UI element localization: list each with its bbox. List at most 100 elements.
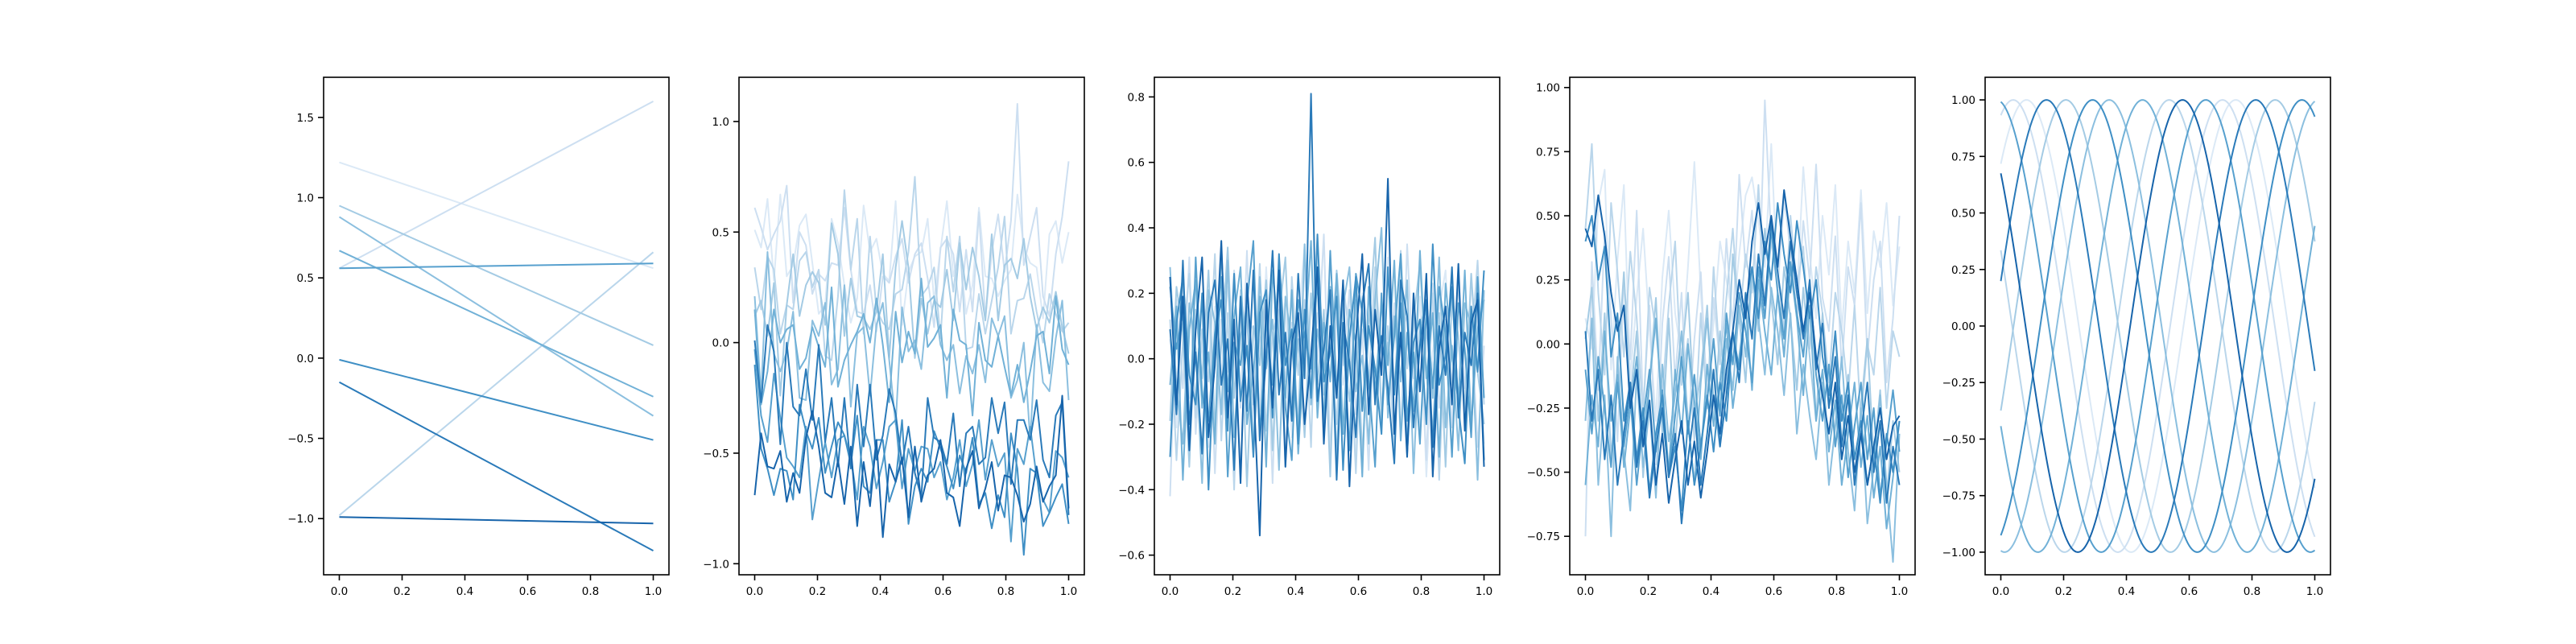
y-tick-label: −1.00	[1942, 547, 1975, 559]
x-tick-label: 0.8	[1828, 585, 1845, 598]
x-tick: 1.0	[2306, 575, 2323, 598]
y-tick: 0.00	[1536, 338, 1570, 351]
x-tick-label: 0.2	[809, 585, 826, 598]
series-line-3	[753, 175, 1070, 361]
y-tick: 0.5	[712, 226, 739, 239]
y-tick-label: −1.0	[287, 513, 314, 526]
series-line-7	[339, 262, 654, 270]
y-tick-label: 0.4	[1128, 222, 1145, 235]
y-tick-label: −1.0	[703, 558, 729, 571]
series-group	[1169, 93, 1485, 537]
y-tick-label: 0.75	[1536, 146, 1560, 159]
x-tick-label: 1.0	[1891, 585, 1908, 598]
y-tick: 0.0	[712, 337, 739, 350]
series-line-4	[2000, 99, 2316, 553]
y-tick: 1.00	[1536, 82, 1570, 95]
x-tick: 0.2	[394, 575, 411, 598]
series-line-6	[2000, 99, 2316, 553]
x-tick-label: 1.0	[1060, 585, 1077, 598]
y-tick-label: 0.2	[1128, 287, 1145, 300]
y-tick-label: 0.6	[1128, 157, 1145, 170]
x-tick: 0.8	[1413, 575, 1430, 598]
y-tick-label: 0.5	[297, 272, 314, 285]
series-group	[753, 102, 1070, 556]
y-tick-label: 0.25	[1951, 264, 1975, 277]
x-tick: 1.0	[1060, 575, 1077, 598]
x-tick-label: 0.8	[997, 585, 1014, 598]
series-line-9	[1584, 220, 1901, 525]
y-tick-label: 1.0	[712, 116, 729, 129]
y-tick: 0.0	[1128, 353, 1154, 366]
y-tick-label: 0.8	[1128, 91, 1145, 104]
series-line-2	[339, 101, 654, 270]
x-tick: 0.0	[1577, 575, 1594, 598]
series-line-8	[339, 358, 654, 441]
x-tick-label: 0.4	[1703, 585, 1719, 598]
axes-frame	[1154, 76, 1501, 576]
y-tick-label: 0.0	[712, 337, 729, 350]
axes-panel-1: 0.0 0.2 0.4 0.6 0.8 1.0 −1.0 −0.5 0.0 0.5 1.0 1.5	[287, 76, 670, 598]
series-line-3	[2000, 99, 2316, 553]
y-tick-label: −0.50	[1527, 467, 1560, 480]
y-tick-label: −0.25	[1942, 377, 1975, 390]
x-tick-label: 0.8	[582, 585, 599, 598]
x-tick-label: 0.0	[1162, 585, 1179, 598]
x-tick: 0.0	[1162, 575, 1179, 598]
y-tick: −1.0	[703, 558, 739, 571]
y-tick: 1.0	[297, 192, 324, 205]
x-tick-label: 0.0	[331, 585, 348, 598]
y-tick: 0.75	[1951, 151, 1985, 163]
series-line-4	[339, 204, 654, 346]
x-tick: 1.0	[1476, 575, 1492, 598]
x-tick-label: 0.4	[456, 585, 473, 598]
y-tick-label: 1.5	[297, 112, 314, 125]
x-tick: 0.8	[2244, 575, 2260, 598]
series-line-6	[339, 250, 654, 398]
x-tick: 1.0	[645, 575, 662, 598]
x-tick: 0.4	[2118, 575, 2135, 598]
y-tick: −0.6	[1118, 550, 1154, 563]
y-tick-label: 0.00	[1536, 338, 1560, 351]
y-tick-label: 0.0	[1128, 353, 1145, 366]
x-tick-label: 0.2	[1640, 585, 1657, 598]
x-tick-label: 0.0	[1992, 585, 2009, 598]
y-tick-label: 0.50	[1951, 208, 1975, 221]
x-tick-label: 0.2	[1224, 585, 1241, 598]
x-tick: 0.6	[1765, 575, 1782, 598]
x-tick-label: 0.0	[746, 585, 763, 598]
x-tick: 1.0	[1891, 575, 1908, 598]
x-tick: 0.0	[1992, 575, 2009, 598]
y-tick-label: −0.25	[1527, 402, 1560, 415]
x-tick-label: 0.2	[2055, 585, 2072, 598]
series-line-5	[753, 250, 1070, 441]
y-tick-label: 0.75	[1951, 151, 1975, 163]
series-line-6	[753, 277, 1070, 417]
y-tick: −0.50	[1527, 467, 1570, 480]
series-line-1	[339, 161, 654, 270]
series-group	[1584, 99, 1901, 564]
y-tick: 0.0	[297, 353, 324, 365]
y-tick: −0.25	[1942, 377, 1985, 390]
y-tick: 0.5	[297, 272, 324, 285]
y-tick: −0.25	[1527, 402, 1570, 415]
x-tick: 0.6	[1350, 575, 1367, 598]
x-tick-label: 0.2	[394, 585, 411, 598]
x-tick: 0.6	[2181, 575, 2198, 598]
x-tick: 0.2	[1640, 575, 1657, 598]
x-tick-label: 0.6	[519, 585, 536, 598]
x-tick: 0.0	[331, 575, 348, 598]
x-tick: 0.6	[935, 575, 952, 598]
y-tick: 0.25	[1536, 275, 1570, 287]
series-line-3	[338, 251, 654, 517]
y-tick-label: −0.4	[1118, 484, 1145, 497]
x-tick-label: 0.6	[935, 585, 952, 598]
y-tick: 0.00	[1951, 320, 1985, 333]
y-tick-label: 0.0	[297, 353, 314, 365]
y-tick-label: −0.5	[287, 433, 314, 446]
series-line-5	[338, 216, 654, 417]
x-tick-label: 0.4	[1287, 585, 1304, 598]
series-line-10	[1169, 178, 1485, 537]
x-tick: 0.4	[1703, 575, 1719, 598]
y-tick-label: −0.2	[1118, 419, 1145, 431]
